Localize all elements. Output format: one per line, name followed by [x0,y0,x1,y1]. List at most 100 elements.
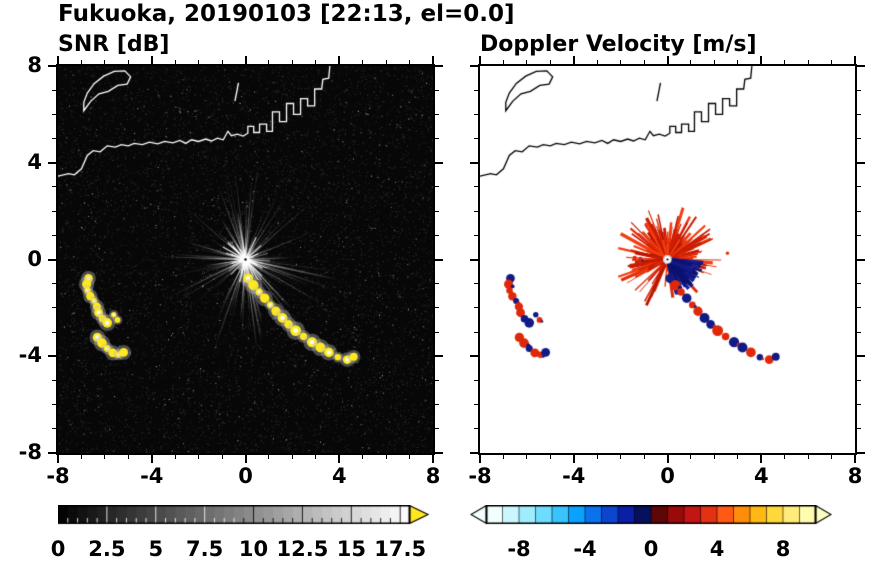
axis-tick [596,60,598,64]
velocity-colorbar-canvas [470,505,832,525]
axis-tick [549,455,551,459]
axis-tick [52,138,56,140]
axis-tick [435,161,443,164]
axis-tick [150,455,153,463]
axis-tick [596,455,598,459]
axis-tick [857,307,861,309]
snr-panel-title: SNR [dB] [58,32,170,57]
x-tick-label: -4 [140,464,164,488]
axis-tick [737,60,739,64]
axis-tick [857,331,861,333]
axis-tick [435,283,439,285]
axis-tick [857,113,861,115]
velocity-colorbar-tick-label: -8 [507,537,531,561]
x-tick-label: -8 [468,464,492,488]
axis-tick [854,455,856,463]
axis-tick [104,455,106,459]
axis-tick [48,258,56,261]
figure-title: Fukuoka, 20190103 [22:13, el=0.0] [58,1,515,27]
axis-tick [52,283,56,285]
axis-tick [221,60,223,64]
axis-tick [474,283,478,285]
axis-tick [409,455,411,459]
axis-tick [150,56,153,64]
axis-tick [713,60,715,64]
axis-tick [857,404,861,406]
axis-tick [737,455,739,459]
axis-tick [52,307,56,309]
axis-tick [474,234,478,236]
axis-tick [315,60,317,64]
y-tick-label: -4 [18,343,42,368]
snr-colorbar-canvas [58,505,433,525]
axis-tick [362,60,364,64]
axis-tick [362,455,364,459]
axis-tick [409,60,411,64]
axis-tick [432,56,434,64]
axis-tick [338,56,341,64]
axis-tick [127,455,129,459]
axis-tick [104,60,106,64]
axis-tick [760,455,763,463]
axis-tick [474,379,478,381]
axis-tick [474,428,478,430]
axis-tick [435,307,439,309]
axis-tick [831,455,833,459]
axis-tick [435,331,439,333]
axis-tick [470,161,478,164]
axis-tick [857,234,861,236]
axis-tick [857,186,861,188]
axis-tick [57,455,59,463]
axis-tick [470,452,478,454]
axis-tick [474,113,478,115]
axis-tick [857,428,861,430]
axis-tick [435,113,439,115]
axis-tick [435,452,443,454]
axis-tick [52,331,56,333]
axis-tick [474,331,478,333]
x-tick-label: 4 [331,464,347,488]
axis-tick [807,455,809,459]
axis-tick [435,210,439,212]
axis-tick [474,89,478,91]
axis-tick [435,138,439,140]
axis-tick [268,60,270,64]
axis-tick [643,60,645,64]
axis-tick [857,379,861,381]
axis-tick [80,455,82,459]
y-tick-label: 0 [27,246,42,271]
axis-tick [854,56,856,64]
axis-tick [291,60,293,64]
axis-tick [526,60,528,64]
axis-tick [432,455,434,463]
velocity-colorbar-tick-label: 8 [775,537,791,561]
axis-tick [857,89,861,91]
axis-tick [338,455,341,463]
x-tick-label: 8 [847,464,863,488]
axis-tick [784,455,786,459]
axis-tick [174,60,176,64]
axis-tick [857,138,861,140]
axis-tick [572,455,575,463]
axis-tick [435,234,439,236]
axis-tick [244,455,247,463]
axis-tick [435,428,439,430]
axis-tick [52,210,56,212]
axis-tick [80,60,82,64]
axis-tick [470,65,478,67]
axis-tick [52,186,56,188]
axis-tick [502,455,504,459]
axis-tick [198,60,200,64]
velocity-colorbar-tick-label: 4 [709,537,725,561]
axis-tick [48,161,56,164]
axis-tick [549,60,551,64]
axis-tick [666,56,669,64]
axis-tick [52,89,56,91]
axis-tick [435,404,439,406]
snr-colorbar-tick-label: 0 [50,537,66,561]
axis-tick [831,60,833,64]
axis-tick [474,186,478,188]
axis-tick [198,455,200,459]
axis-tick [857,452,865,454]
